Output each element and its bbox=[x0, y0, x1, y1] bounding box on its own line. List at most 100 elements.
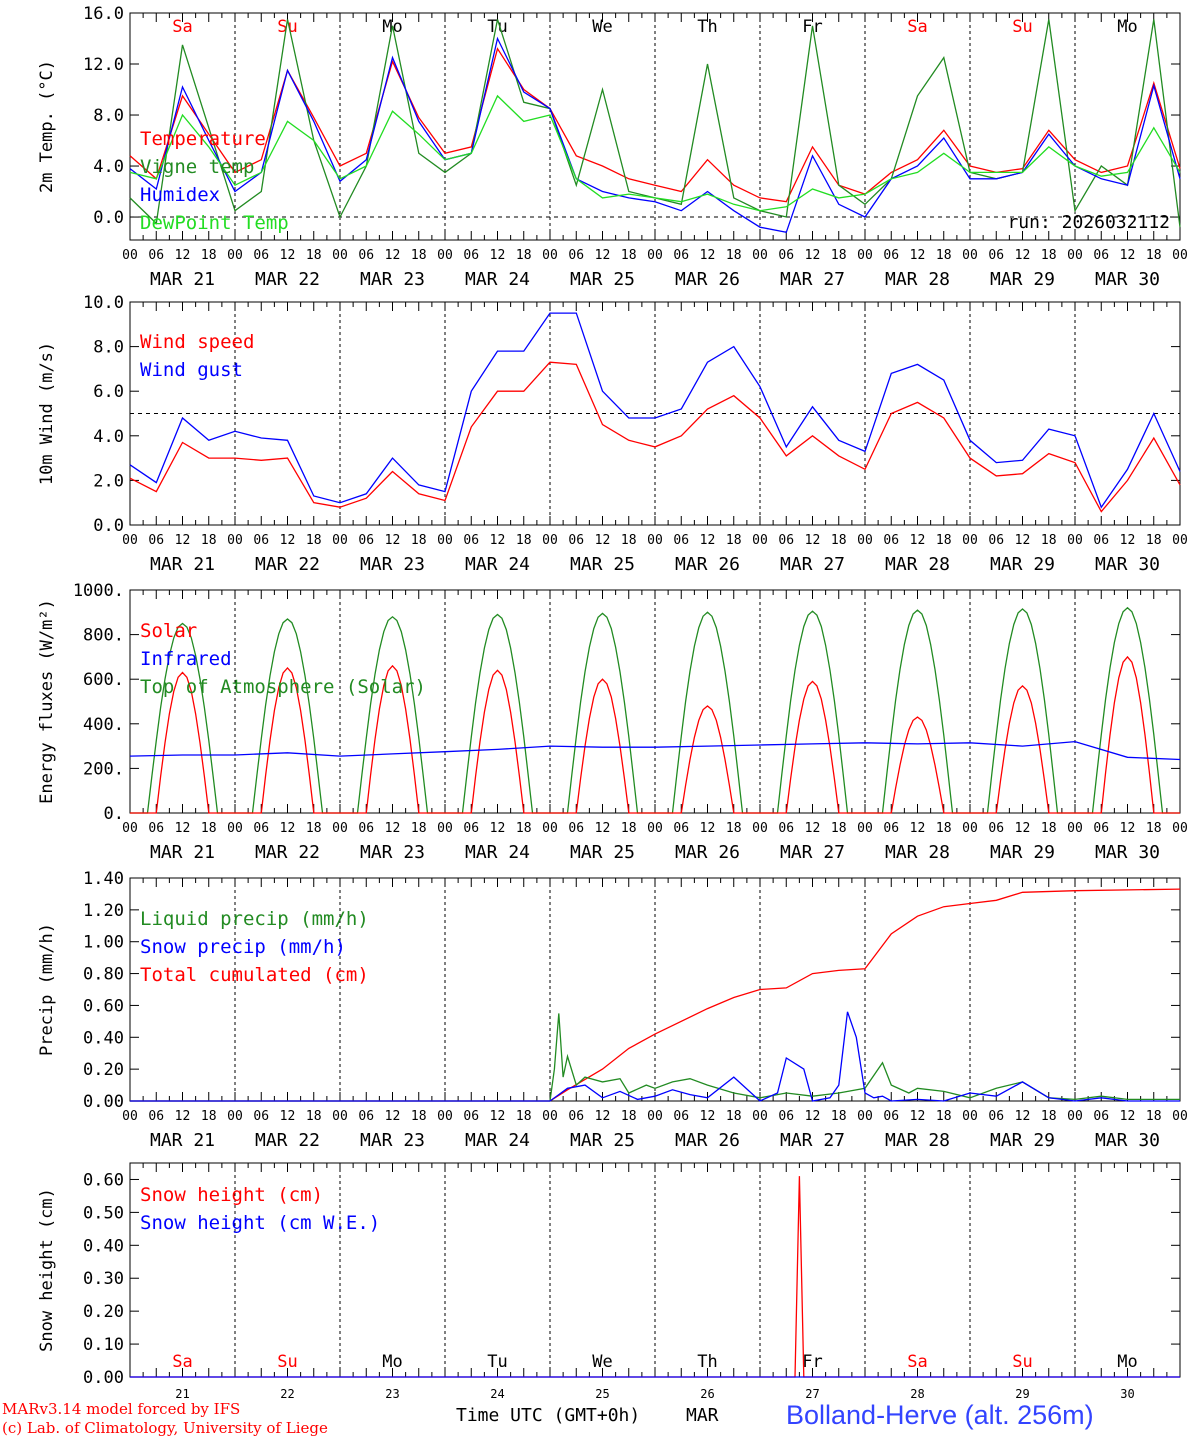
x-tick-label: 06 bbox=[253, 1109, 269, 1124]
x-tick-label: 12 bbox=[805, 821, 821, 836]
weekday-label: Sa bbox=[907, 17, 927, 37]
x-tick-label: 00 bbox=[542, 1109, 558, 1124]
x-tick-label: 12 bbox=[700, 821, 716, 836]
x-date-label: MAR 23 bbox=[360, 842, 425, 863]
x-date-label: MAR 24 bbox=[465, 554, 530, 575]
x-tick-label: 18 bbox=[411, 821, 427, 836]
x-day-number: 21 bbox=[175, 1387, 189, 1401]
x-date-label: MAR 26 bbox=[675, 1130, 740, 1151]
x-tick-label: 18 bbox=[516, 248, 532, 263]
weekday-label: Su bbox=[1012, 17, 1032, 37]
y-axis-label: Energy fluxes (W/m²) bbox=[37, 599, 57, 804]
x-tick-label: 06 bbox=[988, 248, 1004, 263]
x-tick-label: 18 bbox=[516, 1109, 532, 1124]
x-day-number: 27 bbox=[805, 1387, 819, 1401]
x-tick-label: 06 bbox=[883, 533, 899, 548]
x-tick-label: 00 bbox=[752, 533, 768, 548]
x-tick-label: 12 bbox=[1015, 821, 1031, 836]
x-tick-label: 06 bbox=[253, 248, 269, 263]
x-day-number: 28 bbox=[910, 1387, 924, 1401]
x-tick-label: 00 bbox=[857, 1109, 873, 1124]
x-tick-label: 06 bbox=[778, 533, 794, 548]
x-tick-label: 06 bbox=[148, 533, 164, 548]
y-tick-label: 0.0 bbox=[93, 208, 124, 228]
x-date-label: MAR 24 bbox=[465, 842, 530, 863]
x-day-number: 29 bbox=[1015, 1387, 1029, 1401]
x-tick-label: 18 bbox=[201, 821, 217, 836]
x-tick-label: 18 bbox=[516, 533, 532, 548]
weekday-label: Su bbox=[1012, 1352, 1032, 1372]
x-tick-label: 18 bbox=[1146, 1109, 1162, 1124]
x-date-label: MAR 23 bbox=[360, 269, 425, 290]
x-tick-label: 12 bbox=[1015, 1109, 1031, 1124]
y-tick-label: 0.60 bbox=[83, 996, 124, 1016]
y-tick-label: 0. bbox=[104, 804, 124, 824]
x-tick-label: 12 bbox=[805, 533, 821, 548]
x-date-label: MAR 29 bbox=[990, 1130, 1055, 1151]
x-tick-label: 18 bbox=[726, 248, 742, 263]
x-tick-label: 00 bbox=[332, 1109, 348, 1124]
series-liquid-precip-mm-h- bbox=[130, 1013, 1180, 1102]
weekday-label: We bbox=[592, 17, 612, 37]
x-tick-label: 00 bbox=[1172, 248, 1188, 263]
x-tick-label: 00 bbox=[1067, 821, 1083, 836]
x-tick-label: 06 bbox=[148, 1109, 164, 1124]
x-tick-label: 12 bbox=[385, 1109, 401, 1124]
panel-frame bbox=[129, 301, 1181, 526]
x-tick-label: 12 bbox=[700, 1109, 716, 1124]
x-date-label: MAR 29 bbox=[990, 554, 1055, 575]
x-tick-label: 06 bbox=[463, 248, 479, 263]
x-tick-label: 06 bbox=[673, 1109, 689, 1124]
x-tick-label: 00 bbox=[647, 1109, 663, 1124]
x-date-label: MAR 27 bbox=[780, 269, 845, 290]
x-tick-label: 12 bbox=[595, 821, 611, 836]
x-tick-label: 00 bbox=[542, 533, 558, 548]
x-tick-label: 18 bbox=[936, 248, 952, 263]
y-tick-label: 0.10 bbox=[83, 1335, 124, 1355]
panel-frame bbox=[129, 589, 1181, 814]
x-tick-label: 12 bbox=[1015, 533, 1031, 548]
footer-model: MARv3.14 model forced by IFS bbox=[2, 1400, 241, 1418]
x-date-label: MAR 21 bbox=[150, 1130, 215, 1151]
x-tick-label: 18 bbox=[411, 533, 427, 548]
x-tick-label: 06 bbox=[568, 1109, 584, 1124]
legend-item: Solar bbox=[140, 620, 197, 642]
y-tick-label: 8.0 bbox=[93, 338, 124, 358]
y-tick-label: 0.20 bbox=[83, 1302, 124, 1322]
x-tick-label: 06 bbox=[883, 821, 899, 836]
legend-item: DewPoint Temp bbox=[140, 212, 289, 234]
x-tick-label: 00 bbox=[437, 821, 453, 836]
series-solar bbox=[130, 655, 1180, 814]
x-tick-label: 06 bbox=[778, 821, 794, 836]
weekday-label: Sa bbox=[172, 1352, 192, 1372]
x-date-label: MAR 27 bbox=[780, 554, 845, 575]
legend-item: Temperature bbox=[140, 128, 266, 150]
x-tick-label: 00 bbox=[227, 248, 243, 263]
panel-3: 1000. 800. 600. 400. 200. 0. Energy fluxes (W/… bbox=[37, 581, 1188, 863]
x-date-label: MAR 23 bbox=[360, 554, 425, 575]
x-date-label: MAR 21 bbox=[150, 554, 215, 575]
weekday-label: Tu bbox=[487, 1352, 507, 1372]
weekday-label: Mo bbox=[382, 1352, 402, 1372]
x-tick-label: 00 bbox=[437, 533, 453, 548]
x-tick-label: 12 bbox=[175, 1109, 191, 1124]
x-tick-label: 00 bbox=[542, 248, 558, 263]
x-tick-label: 12 bbox=[490, 821, 506, 836]
x-tick-label: 12 bbox=[385, 821, 401, 836]
y-tick-label: 1000. bbox=[73, 581, 124, 601]
y-tick-label: 2.0 bbox=[93, 471, 124, 491]
x-tick-label: 12 bbox=[175, 248, 191, 263]
x-tick-label: 18 bbox=[306, 248, 322, 263]
x-tick-label: 18 bbox=[726, 821, 742, 836]
x-tick-label: 00 bbox=[332, 533, 348, 548]
x-tick-label: 18 bbox=[201, 248, 217, 263]
x-tick-label: 06 bbox=[988, 1109, 1004, 1124]
x-tick-label: 06 bbox=[358, 248, 374, 263]
y-axis-label: 2m Temp. (°C) bbox=[37, 60, 57, 193]
x-date-label: MAR 30 bbox=[1095, 554, 1160, 575]
x-tick-label: 18 bbox=[306, 533, 322, 548]
x-date-label: MAR 26 bbox=[675, 554, 740, 575]
x-tick-label: 06 bbox=[358, 533, 374, 548]
weekday-label: Su bbox=[277, 17, 297, 37]
